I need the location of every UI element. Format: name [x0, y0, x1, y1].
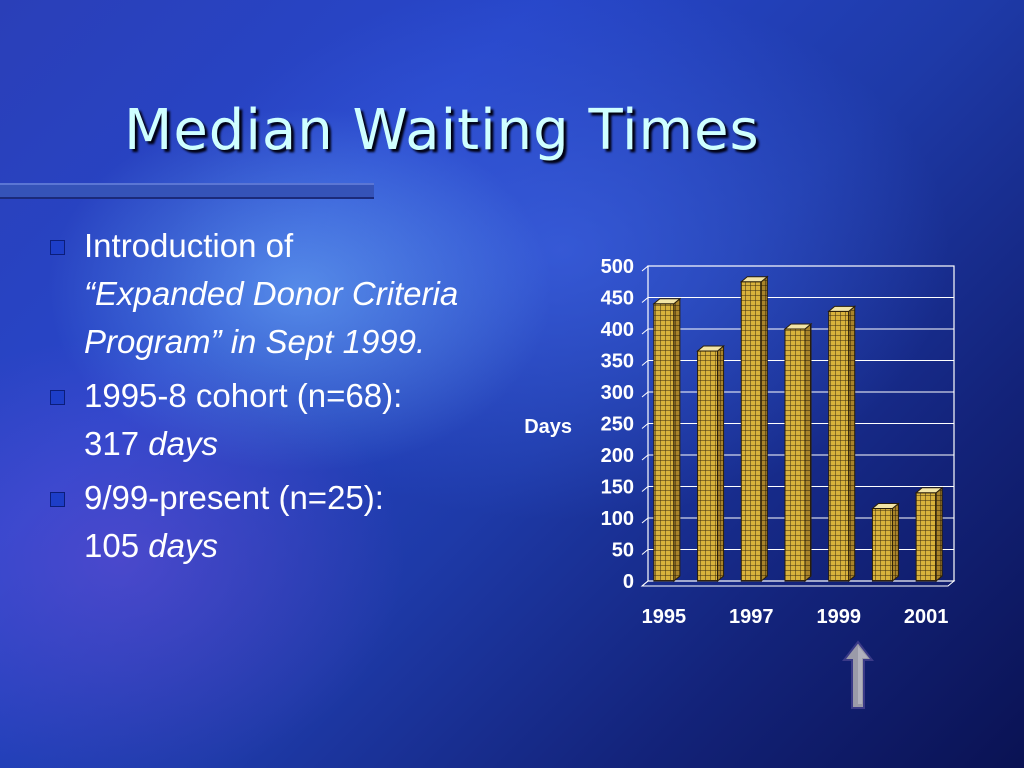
bar-top	[914, 487, 944, 494]
bar-side	[673, 297, 681, 583]
bar	[784, 328, 806, 582]
bullet-line: 9/99-present (n=25):	[84, 479, 384, 516]
bar-top	[871, 503, 900, 510]
y-tick-label: 350	[601, 351, 634, 373]
y-tick-label: 50	[612, 540, 634, 562]
y-tick-label: 250	[601, 414, 634, 436]
bullet-marker-icon	[50, 492, 65, 507]
bar-side	[935, 486, 943, 583]
bar-side	[891, 502, 899, 583]
x-tick-label: 2001	[904, 606, 949, 628]
title-underline	[0, 183, 374, 199]
bar-top	[696, 345, 725, 352]
bar-top	[783, 323, 813, 330]
bullet-list: Introduction of “Expanded Donor Criteria…	[44, 222, 514, 576]
bar	[915, 492, 937, 582]
bullet-value: 105	[84, 527, 149, 564]
bar-side	[760, 275, 768, 583]
bullet-unit: days	[148, 527, 218, 564]
gridline-depth	[641, 454, 649, 461]
gridline-depth	[641, 391, 649, 398]
y-tick-label: 150	[601, 477, 634, 499]
bar-top	[827, 305, 857, 312]
bar	[697, 350, 719, 582]
bar-side	[848, 305, 856, 583]
bar-top	[739, 276, 769, 283]
bullet-item: Introduction of “Expanded Donor Criteria…	[44, 222, 514, 366]
plot-floor	[640, 580, 956, 587]
gridline-depth	[641, 580, 649, 587]
bar	[871, 508, 893, 582]
gridline-depth	[641, 265, 649, 272]
y-tick-label: 300	[601, 382, 634, 404]
bar	[828, 310, 850, 582]
bullet-item: 9/99-present (n=25): 105 days	[44, 474, 514, 570]
slide-title: Median Waiting Times	[124, 98, 760, 163]
bar	[740, 281, 762, 582]
bar-top	[652, 298, 682, 305]
bullet-value: 317	[84, 425, 149, 462]
bullet-item: 1995-8 cohort (n=68): 317 days	[44, 372, 514, 468]
y-tick-label: 500	[601, 256, 634, 278]
bullet-line: Introduction of	[84, 227, 294, 264]
gridline-depth	[641, 423, 649, 429]
x-tick-label: 1997	[729, 606, 774, 628]
bullet-line: “Expanded Donor Criteria	[84, 275, 459, 312]
gridline-depth	[641, 360, 649, 366]
bullet-marker-icon	[50, 390, 65, 405]
gridline-depth	[641, 517, 649, 524]
bullet-marker-icon	[50, 240, 65, 255]
y-tick-label: 450	[601, 288, 634, 310]
bullet-line: 1995-8 cohort (n=68):	[84, 377, 403, 414]
bar-side	[717, 344, 725, 583]
bullet-line: 105 days	[84, 522, 514, 570]
y-tick-label: 200	[601, 445, 634, 467]
y-tick-label: 0	[623, 571, 634, 593]
bullet-line: 317 days	[84, 420, 514, 468]
up-arrow-icon	[841, 640, 875, 715]
gridline-depth	[641, 328, 649, 335]
bullet-unit: days	[148, 425, 218, 462]
y-tick-label: 400	[601, 319, 634, 341]
x-tick-label: 1995	[642, 606, 687, 628]
gridline-depth	[641, 297, 649, 303]
y-axis-label: Days	[524, 416, 572, 438]
gridline-depth	[641, 549, 649, 555]
bar	[653, 303, 675, 582]
y-tick-label: 100	[601, 508, 634, 530]
gridline-depth	[641, 486, 649, 492]
bar-side	[804, 322, 812, 583]
bullet-line: Program” in Sept 1999.	[84, 323, 426, 360]
x-tick-label: 1999	[816, 606, 861, 628]
plot-area	[647, 265, 955, 582]
